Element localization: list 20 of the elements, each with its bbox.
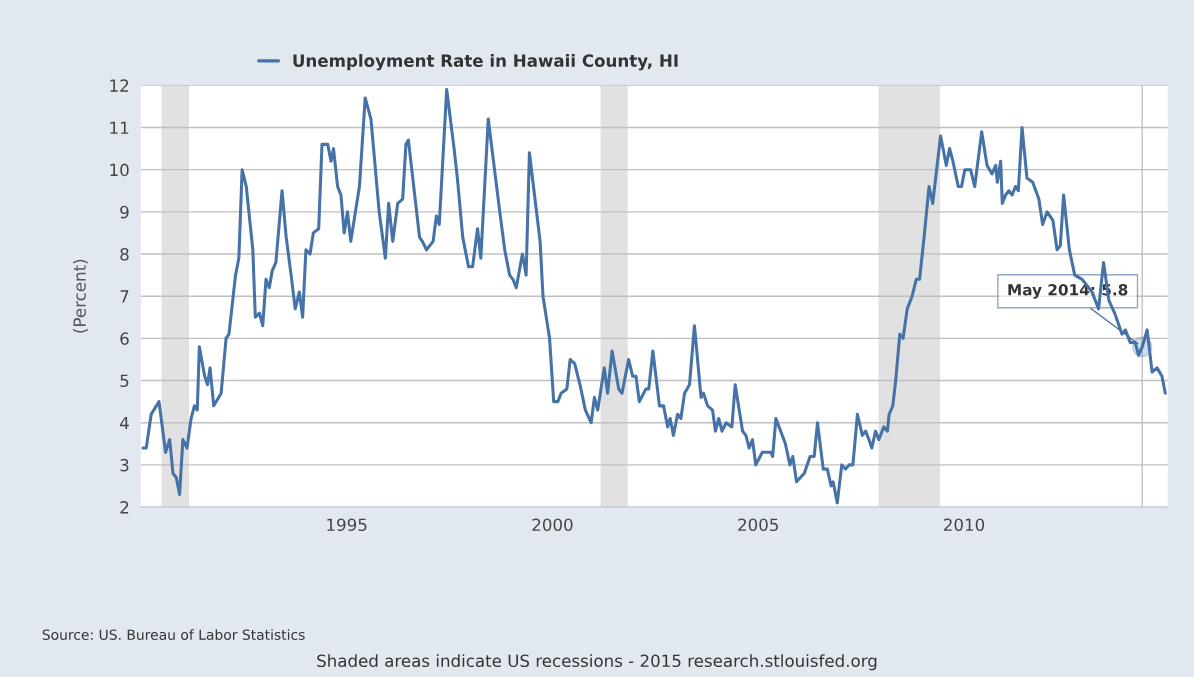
x-tick-label: 2005 — [738, 518, 778, 532]
source-note: Source: US. Bureau of Labor Statistics — [42, 629, 305, 640]
y-tick-label: 4 — [119, 416, 129, 430]
line-series — [141, 87, 1167, 505]
x-tick-label: 2000 — [532, 518, 573, 532]
legend-label: Unemployment Rate in Hawaii County, HI — [293, 54, 678, 71]
y-tick-label: 2 — [120, 501, 129, 514]
y-tick-label: 8 — [120, 247, 129, 261]
y-tick-label: 12 — [110, 79, 129, 92]
y-tick-label: 10 — [110, 163, 129, 177]
text: Shaded areas indicate US recessions - 2015 research.stlouisfed.org — [317, 654, 877, 671]
y-tick-label: 9 — [120, 205, 129, 219]
y-tick-label: 5 — [120, 374, 129, 388]
y-tick-label: 6 — [120, 332, 129, 345]
x-tick-label: 1995 — [327, 518, 367, 532]
x-tick-label: 2010 — [944, 518, 985, 532]
y-axis-title: (Percent) — [73, 259, 88, 333]
y-tick-label: 3 — [120, 458, 129, 472]
y-tick-label: 7 — [120, 290, 129, 303]
y-tick-label: 11 — [110, 121, 129, 134]
